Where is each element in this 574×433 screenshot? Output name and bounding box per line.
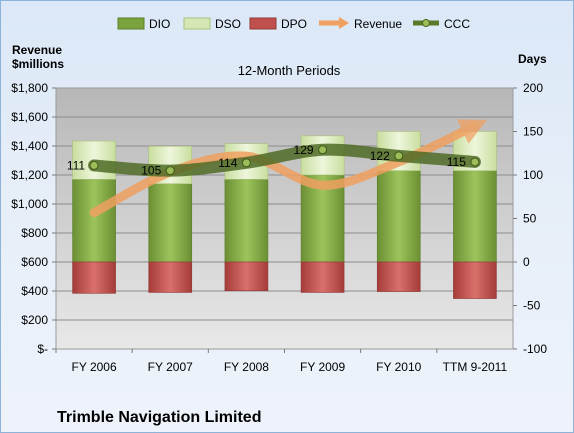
- bar-dio: [148, 183, 193, 263]
- left-axis-title-line1: Revenue: [12, 43, 62, 57]
- legend-dso-swatch: [183, 17, 211, 30]
- left-tick-label: $800: [21, 226, 48, 240]
- bar-dio: [376, 170, 421, 263]
- ccc-series: 111 105 114 129 122 115: [67, 143, 481, 178]
- left-tick-label: $1,600: [11, 110, 48, 124]
- ccc-point: [89, 160, 99, 170]
- left-tick-label: $600: [21, 255, 48, 269]
- left-axis: $- $200 $400 $600 $800 $1,000 $1,200 $1,400 $1,6…: [11, 81, 56, 356]
- ccc-data-label: 111: [67, 158, 86, 172]
- bar-dpo: [72, 261, 116, 294]
- left-tick-label: $1,000: [11, 197, 48, 211]
- bar-dpo: [148, 261, 193, 293]
- legend: DIO DSO DPO Revenue CCC: [117, 17, 470, 31]
- x-tick-label: FY 2009: [300, 360, 345, 374]
- ccc-data-label: 114: [218, 156, 237, 170]
- ccc-point: [394, 151, 404, 161]
- right-axis: -100 -50 0 50 100 150 200: [513, 81, 547, 356]
- left-tick-label: $400: [21, 284, 48, 298]
- legend-dio-label: DIO: [149, 17, 170, 31]
- legend-revenue-arrow-icon: [339, 17, 349, 29]
- plot-area: [55, 87, 514, 350]
- bar-dio: [453, 170, 497, 263]
- right-axis-title: Days: [518, 52, 547, 66]
- ccc-point: [470, 157, 480, 167]
- bar-dpo: [300, 261, 345, 293]
- bar-dio: [224, 179, 269, 263]
- ccc-line: [88, 143, 481, 177]
- left-tick-label: $-: [37, 342, 48, 356]
- legend-revenue-label: Revenue: [354, 17, 402, 31]
- legend-dio-swatch: [117, 17, 145, 30]
- ccc-data-label: 105: [141, 164, 161, 178]
- x-tick-label: TTM 9-2011: [443, 360, 508, 374]
- legend-ccc-marker: [422, 19, 430, 27]
- x-axis: FY 2006 FY 2007 FY 2008 FY 2009 FY 2010 TTM 9…: [55, 349, 508, 374]
- left-tick-label: $1,800: [11, 81, 48, 95]
- right-tick-label: -100: [523, 342, 547, 356]
- legend-dso-label: DSO: [215, 17, 241, 31]
- ccc-point: [165, 166, 175, 176]
- left-tick-label: $1,400: [11, 139, 48, 153]
- left-axis-title-line2: $millions: [12, 57, 64, 71]
- bar-dpo: [453, 261, 497, 299]
- left-tick-label: $1,200: [11, 168, 48, 182]
- x-tick-label: FY 2007: [148, 360, 193, 374]
- ccc-data-label: 115: [447, 155, 466, 169]
- right-tick-label: 50: [523, 212, 537, 226]
- legend-ccc-label: CCC: [444, 17, 470, 31]
- right-tick-label: 100: [523, 168, 543, 182]
- x-tick-label: FY 2008: [224, 360, 269, 374]
- gridlines: [56, 116, 513, 321]
- chart-subtitle: 12-Month Periods: [238, 63, 341, 78]
- x-tick-label: FY 2010: [376, 360, 421, 374]
- x-tick-label: FY 2006: [72, 360, 117, 374]
- right-tick-label: 0: [523, 255, 530, 269]
- bar-dpo: [224, 261, 269, 292]
- ccc-point: [318, 145, 328, 155]
- ccc-data-label: 122: [370, 149, 390, 163]
- left-tick-label: $200: [21, 313, 48, 327]
- right-tick-label: -50: [523, 299, 541, 313]
- legend-dpo-label: DPO: [281, 17, 307, 31]
- bar-dpo: [376, 261, 421, 292]
- company-name: Trimble Navigation Limited: [57, 409, 261, 426]
- right-tick-label: 200: [523, 81, 543, 95]
- right-tick-label: 150: [523, 125, 543, 139]
- ccc-point: [241, 158, 251, 168]
- bar-dio: [72, 179, 116, 263]
- ccc-data-label: 129: [294, 143, 314, 157]
- legend-dpo-swatch: [249, 17, 277, 30]
